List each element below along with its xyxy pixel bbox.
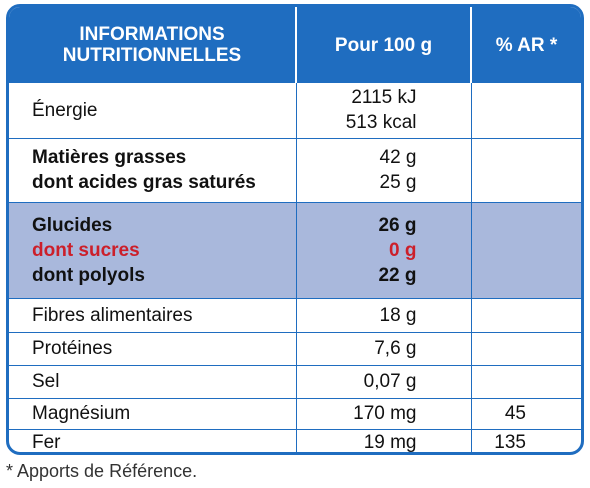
row-iron: Fer 19 mg 135: [9, 428, 581, 452]
nutrient-name: Glucides dont sucres dont polyols: [9, 201, 296, 298]
saturated-label: dont acides gras saturés: [32, 172, 256, 193]
value-kj: 2115 kJ: [351, 87, 417, 109]
nutrient-ar: [470, 137, 581, 202]
nutrient-value: 0,07 g: [295, 364, 471, 398]
carbs-label: Glucides: [32, 214, 113, 236]
nutrient-name: Sel: [9, 364, 296, 398]
row-fibres: Fibres alimentaires 18 g: [9, 297, 581, 332]
nutrient-ar: 45: [470, 397, 581, 429]
value-kcal: 513 kcal: [345, 112, 417, 134]
nutrient-name: Fer: [9, 428, 296, 452]
nutrient-value: 170 mg: [295, 397, 471, 429]
header-ar: % AR *: [470, 7, 581, 83]
nutrient-ar: [470, 201, 581, 298]
row-fat: Matières grasses dont acides gras saturé…: [9, 137, 581, 202]
nutrient-name: Protéines: [9, 331, 296, 365]
footnote: * Apports de Référence.: [6, 461, 198, 481]
polyols-label: dont polyols: [32, 264, 145, 286]
nutrient-ar: [470, 364, 581, 398]
nutrient-name: Énergie: [32, 99, 98, 121]
nutrient-name: Magnésium: [9, 397, 296, 429]
nutrient-value: 7,6 g: [295, 331, 471, 365]
sugars-value: 0 g: [389, 239, 417, 261]
nutrient-ar: [470, 331, 581, 365]
row-carbs: Glucides dont sucres dont polyols 26 g 0…: [9, 201, 581, 298]
sugars-label: dont sucres: [32, 239, 140, 261]
nutrient-value: 2115 kJ 513 kcal: [295, 83, 471, 138]
nutrition-table: INFORMATIONS NUTRITIONNELLES Pour 100 g …: [9, 7, 581, 452]
nutrient-value: 18 g: [295, 297, 471, 332]
header-line-1: INFORMATIONS: [79, 24, 225, 45]
row-energie: Énergie 2115 kJ 513 kcal: [9, 83, 581, 138]
saturated-value: 25 g: [379, 172, 417, 193]
header-line-2: NUTRITIONNELLES: [62, 45, 242, 66]
row-proteins: Protéines 7,6 g: [9, 331, 581, 365]
nutrient-value: 26 g 0 g 22 g: [295, 201, 471, 298]
header-per-100g: Pour 100 g: [295, 7, 471, 83]
row-salt: Sel 0,07 g: [9, 364, 581, 398]
polyols-value: 22 g: [378, 264, 417, 286]
nutrient-ar: [470, 297, 581, 332]
table-header-row: INFORMATIONS NUTRITIONNELLES Pour 100 g …: [9, 7, 581, 83]
nutrient-value: 19 mg: [295, 428, 471, 452]
carbs-value: 26 g: [378, 214, 417, 236]
nutrient-value: 42 g 25 g: [295, 137, 471, 202]
row-magnesium: Magnésium 170 mg 45: [9, 397, 581, 429]
nutrient-ar: [470, 83, 581, 138]
nutrient-name: Fibres alimentaires: [9, 297, 296, 332]
fat-value: 42 g: [379, 147, 417, 168]
nutrient-name: Matières grasses dont acides gras saturé…: [9, 137, 296, 202]
nutrition-table-card: INFORMATIONS NUTRITIONNELLES Pour 100 g …: [6, 4, 584, 455]
nutrient-ar: 135: [470, 428, 581, 452]
header-nutrition-info: INFORMATIONS NUTRITIONNELLES: [9, 7, 296, 83]
fat-label: Matières grasses: [32, 147, 187, 168]
